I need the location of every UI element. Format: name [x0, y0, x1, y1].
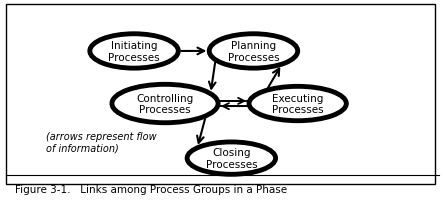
Text: Executing
Processes: Executing Processes: [272, 93, 324, 115]
Text: Planning
Processes: Planning Processes: [228, 41, 279, 62]
Text: Closing
Processes: Closing Processes: [206, 148, 257, 169]
Ellipse shape: [187, 142, 275, 174]
Ellipse shape: [112, 85, 218, 123]
Ellipse shape: [209, 35, 298, 69]
Ellipse shape: [90, 35, 178, 69]
Text: (arrows represent flow
of information): (arrows represent flow of information): [45, 132, 156, 153]
Text: Figure 3-1.   Links among Process Groups in a Phase: Figure 3-1. Links among Process Groups i…: [15, 185, 287, 194]
Text: Controlling
Processes: Controlling Processes: [136, 93, 194, 115]
Text: Initiating
Processes: Initiating Processes: [108, 41, 160, 62]
Ellipse shape: [249, 87, 346, 121]
FancyBboxPatch shape: [6, 6, 435, 184]
